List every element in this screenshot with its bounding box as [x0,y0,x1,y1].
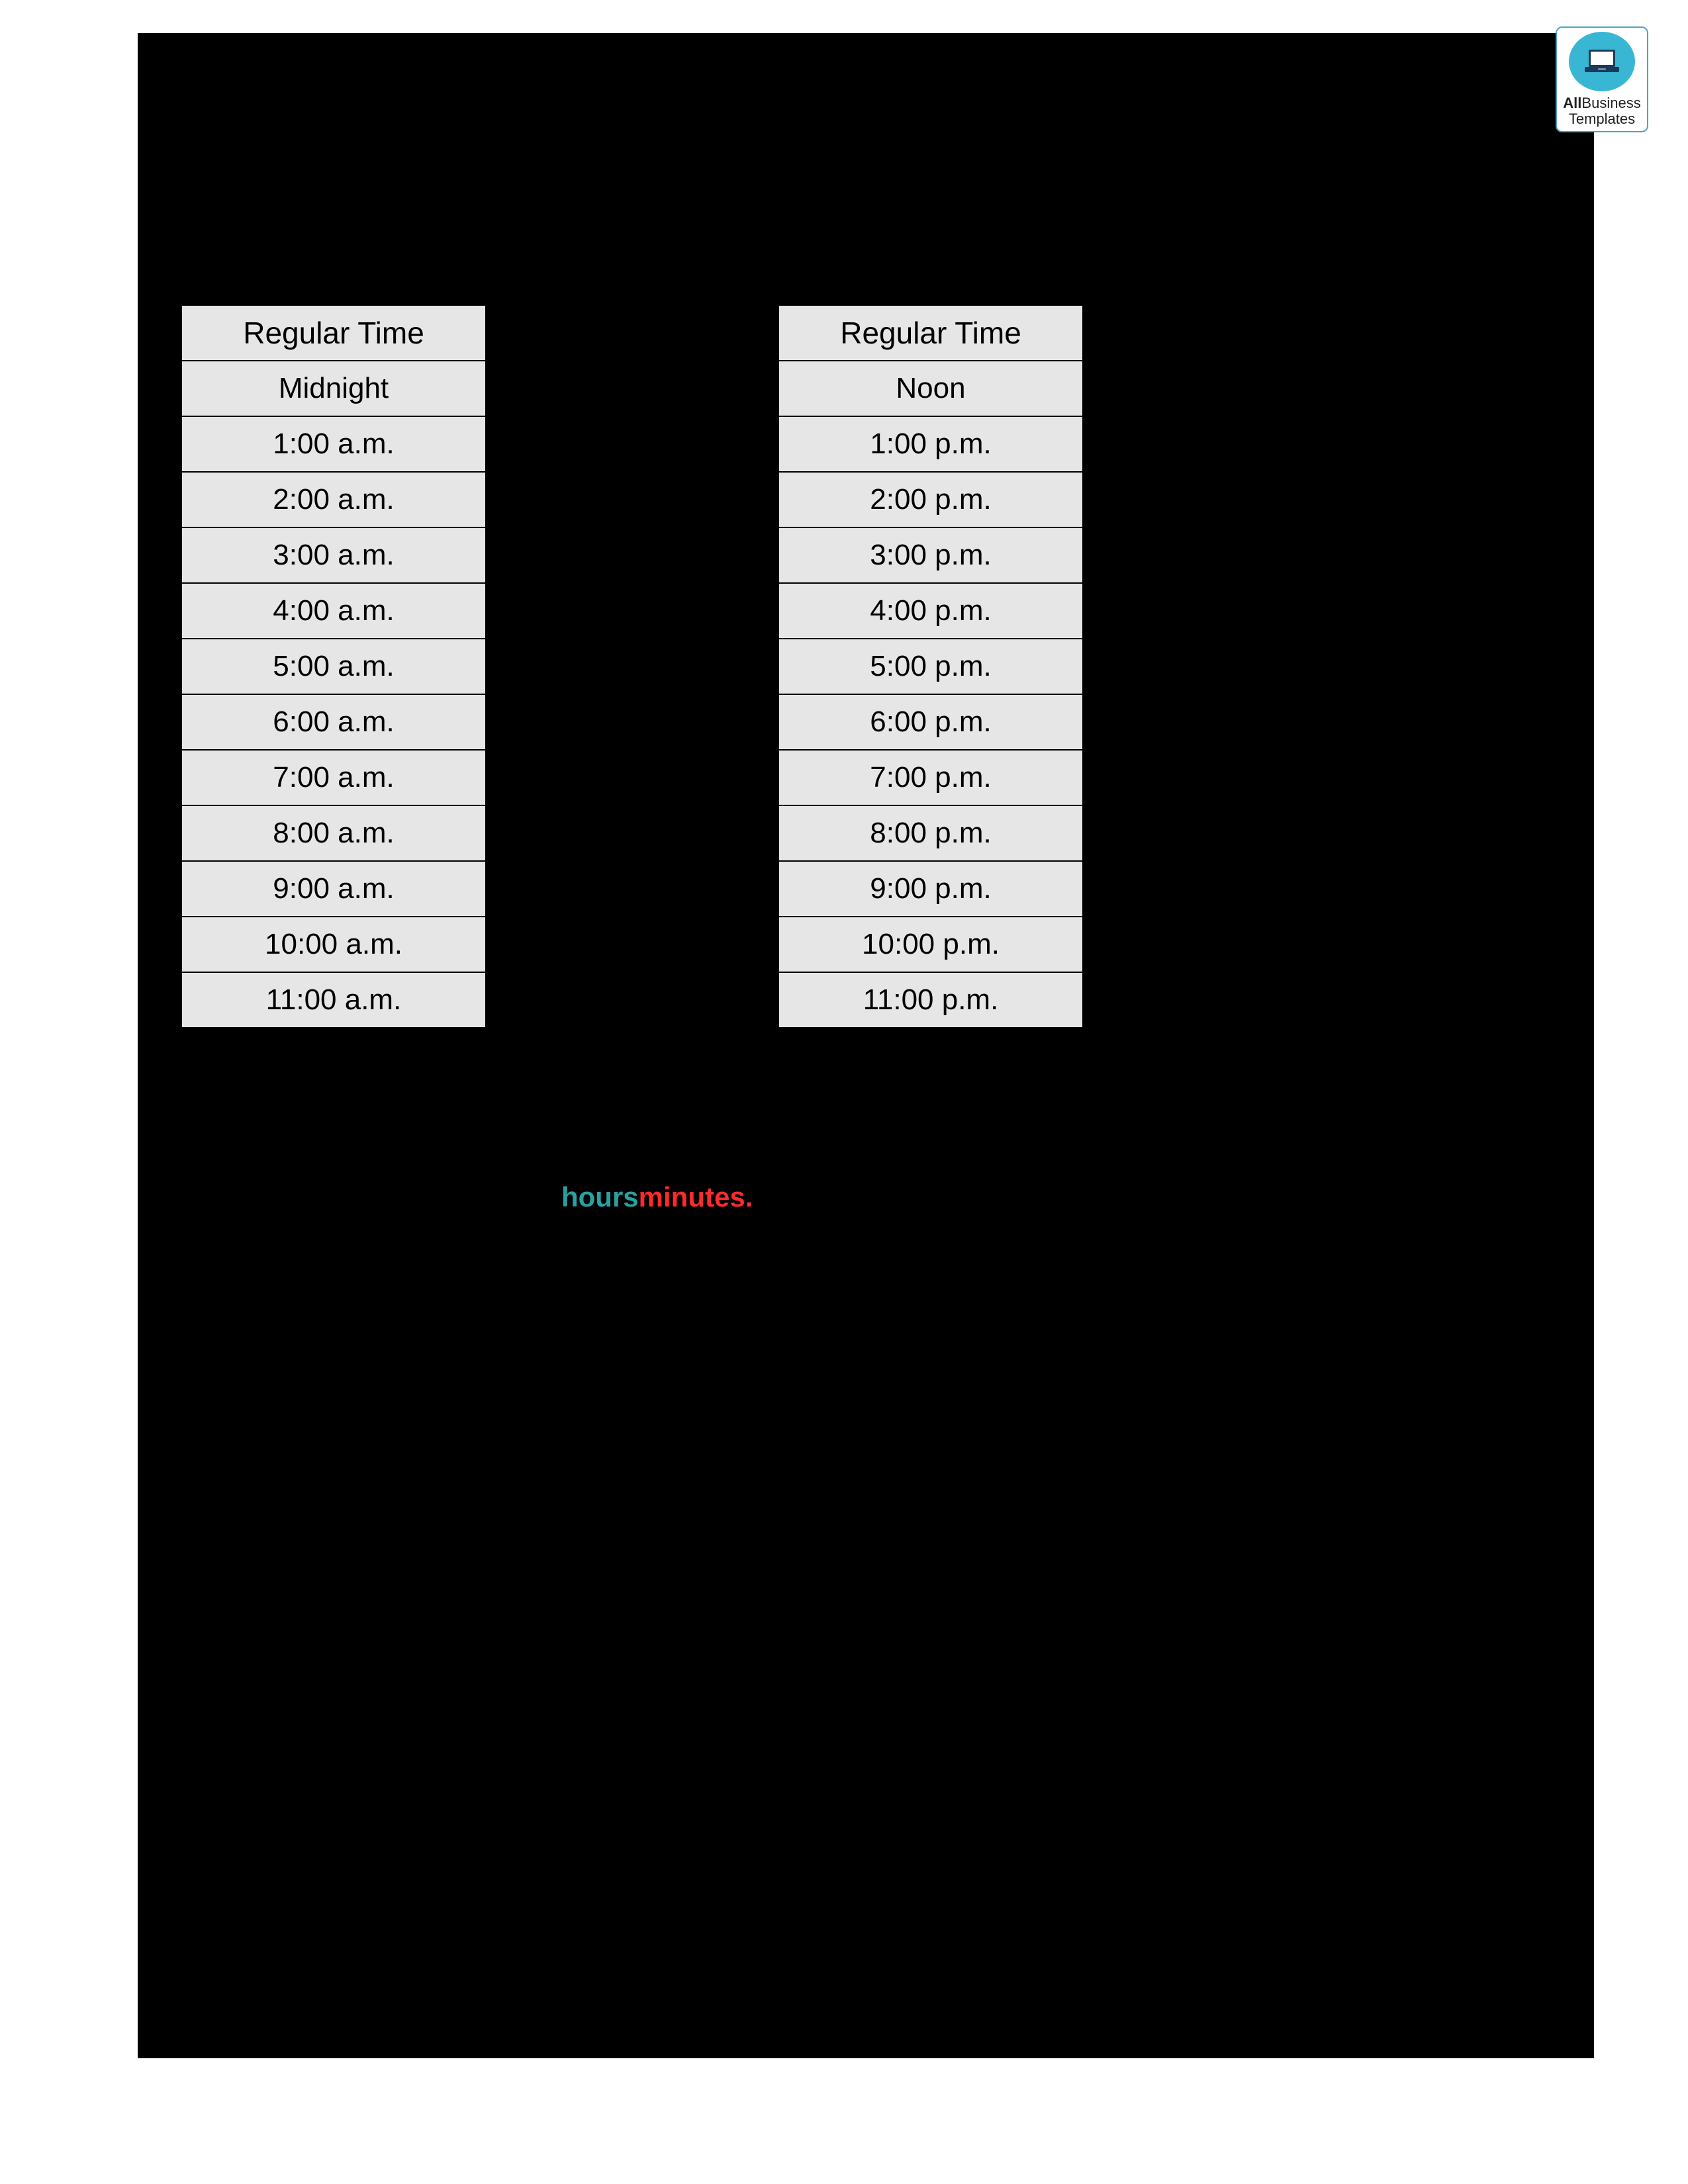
time-table-pm: Regular Time Noon 1:00 p.m. 2:00 p.m. 3:… [778,304,1084,1028]
table-row: 2:00 p.m. [778,472,1083,527]
table-row: 2:00 a.m. [181,472,486,527]
logo-circle [1569,32,1635,91]
minutes-text: minutes. [639,1181,753,1212]
table-row: 10:00 a.m. [181,917,486,972]
table-row: 7:00 p.m. [778,750,1083,805]
content-panel: Regular Time Midnight 1:00 a.m. 2:00 a.m… [138,33,1594,2058]
table-row: 1:00 p.m. [778,416,1083,472]
table-row: 3:00 p.m. [778,527,1083,583]
table-row: 4:00 a.m. [181,583,486,639]
time-cell: 4:00 a.m. [181,583,486,639]
table-row: 6:00 a.m. [181,694,486,750]
table-pm-body: Noon 1:00 p.m. 2:00 p.m. 3:00 p.m. 4:00 … [778,361,1083,1028]
time-cell: 10:00 a.m. [181,917,486,972]
table-header: Regular Time [778,305,1083,361]
time-table-am: Regular Time Midnight 1:00 a.m. 2:00 a.m… [181,304,487,1028]
table-row: 8:00 p.m. [778,805,1083,861]
time-cell: 1:00 p.m. [778,416,1083,472]
table-row: 5:00 p.m. [778,639,1083,694]
table-header: Regular Time [181,305,486,361]
time-cell: 7:00 p.m. [778,750,1083,805]
table-row: 9:00 a.m. [181,861,486,917]
logo-text-rest: Business [1581,95,1640,111]
time-cell: 2:00 p.m. [778,472,1083,527]
table-row: 1:00 a.m. [181,416,486,472]
table-row: 9:00 p.m. [778,861,1083,917]
time-cell: 3:00 a.m. [181,527,486,583]
time-cell: 5:00 a.m. [181,639,486,694]
table-row: Noon [778,361,1083,416]
table-row: Midnight [181,361,486,416]
hours-text: hours [561,1181,639,1212]
table-row: 6:00 p.m. [778,694,1083,750]
time-cell: 6:00 p.m. [778,694,1083,750]
time-cell: 9:00 p.m. [778,861,1083,917]
table-row: 10:00 p.m. [778,917,1083,972]
time-cell: 1:00 a.m. [181,416,486,472]
time-cell: Midnight [181,361,486,416]
table-am-body: Midnight 1:00 a.m. 2:00 a.m. 3:00 a.m. 4… [181,361,486,1028]
time-cell: 8:00 a.m. [181,805,486,861]
time-cell: 7:00 a.m. [181,750,486,805]
time-cell: 4:00 p.m. [778,583,1083,639]
table-row: 8:00 a.m. [181,805,486,861]
table-row: 11:00 a.m. [181,972,486,1028]
time-cell: 11:00 p.m. [778,972,1083,1028]
laptop-icon [1582,47,1622,76]
time-cell: 9:00 a.m. [181,861,486,917]
logo-text-line2: Templates [1569,111,1635,127]
table-row: 11:00 p.m. [778,972,1083,1028]
time-cell: 6:00 a.m. [181,694,486,750]
logo-text-bold: All [1563,95,1581,111]
tables-container: Regular Time Midnight 1:00 a.m. 2:00 a.m… [181,304,1121,1028]
logo-text: AllBusiness Templates [1563,95,1640,127]
table-row: 5:00 a.m. [181,639,486,694]
page-root: Regular Time Midnight 1:00 a.m. 2:00 a.m… [0,0,1688,2184]
time-cell: 11:00 a.m. [181,972,486,1028]
time-cell: 10:00 p.m. [778,917,1083,972]
hours-minutes-label: hoursminutes. [561,1181,753,1213]
table-row: 7:00 a.m. [181,750,486,805]
table-row: 3:00 a.m. [181,527,486,583]
table-row: 4:00 p.m. [778,583,1083,639]
time-cell: 5:00 p.m. [778,639,1083,694]
time-cell: Noon [778,361,1083,416]
time-cell: 8:00 p.m. [778,805,1083,861]
time-cell: 3:00 p.m. [778,527,1083,583]
time-cell: 2:00 a.m. [181,472,486,527]
logo-badge: AllBusiness Templates [1556,26,1648,132]
